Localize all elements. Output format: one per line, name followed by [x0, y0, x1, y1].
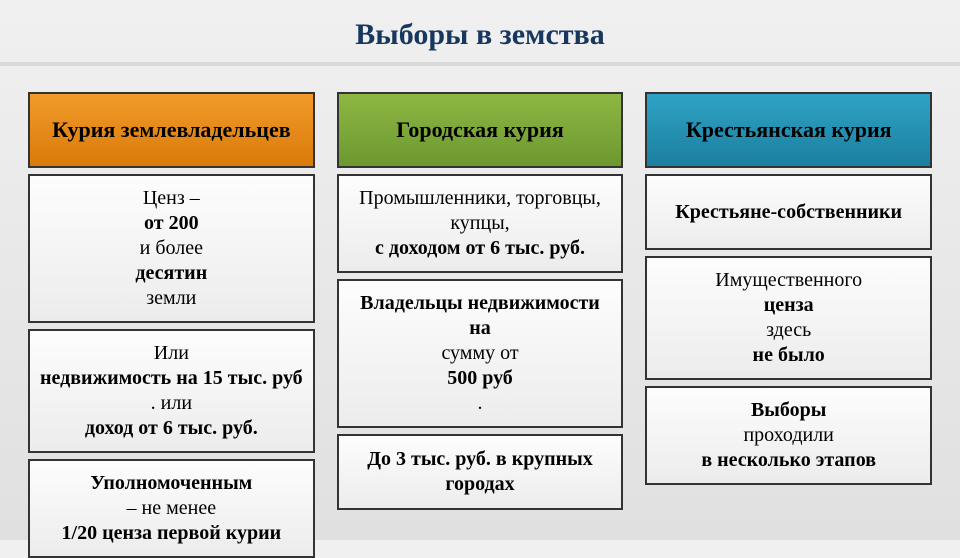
column-2-cell-1: Имущественного ценза здесь не было [645, 256, 932, 380]
column-0: Курия землевладельцев Ценз – от 200 и бо… [28, 92, 315, 558]
column-2-cell-0: Крестьяне-собственники [645, 174, 932, 250]
column-0-cell-2: Уполномоченным – не менее 1/20 ценза пер… [28, 459, 315, 558]
column-0-header: Курия землевладельцев [28, 92, 315, 168]
column-1-cell-0: Промышленники, торговцы, купцы, с доходо… [337, 174, 624, 273]
column-1: Городская курия Промышленники, торговцы,… [337, 92, 624, 558]
column-0-cell-1: Или недвижимость на 15 тыс. руб. или дох… [28, 329, 315, 453]
column-2-header: Крестьянская курия [645, 92, 932, 168]
column-2-cell-2: Выборы проходили в несколько этапов [645, 386, 932, 485]
column-0-cell-0: Ценз – от 200 и более десятин земли [28, 174, 315, 323]
column-1-cell-2: До 3 тыс. руб. в крупных городах [337, 434, 624, 510]
column-2: Крестьянская курия Крестьяне-собственник… [645, 92, 932, 558]
column-1-cell-1: Владельцы недвижимости на сумму от 500 р… [337, 279, 624, 428]
title-underline [0, 62, 960, 66]
columns-container: Курия землевладельцев Ценз – от 200 и бо… [0, 74, 960, 558]
page-title: Выборы в земства [0, 0, 960, 62]
column-1-header: Городская курия [337, 92, 624, 168]
